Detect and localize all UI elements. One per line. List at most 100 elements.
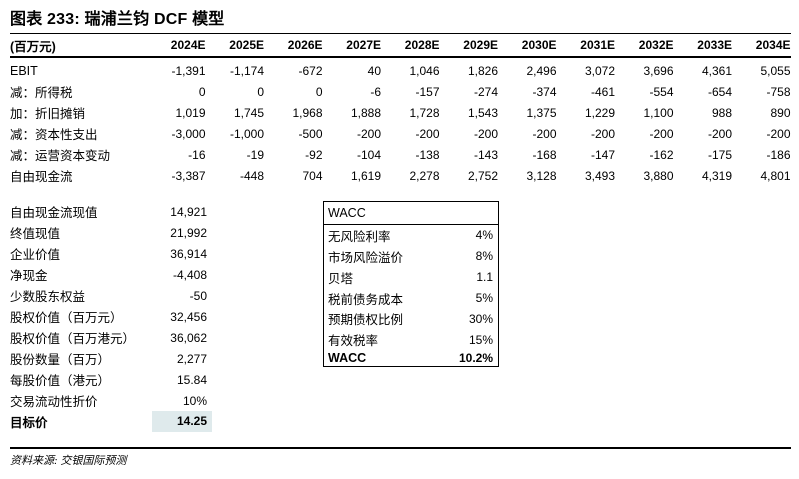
- row-label: 净现金: [10, 269, 48, 283]
- cell: -3,000: [171, 126, 206, 141]
- row-label: WACC: [328, 351, 367, 366]
- value: -4,408: [172, 267, 207, 282]
- target-price-highlight: 14.25: [152, 411, 212, 432]
- cell: -138: [415, 147, 440, 162]
- value: 1.1: [476, 270, 493, 285]
- cell: -200: [356, 126, 381, 141]
- wacc-box: WACC 无风险利率 4% 市场风险溢价 8% 贝塔 1.1 税前债务成本 5%…: [323, 201, 499, 367]
- cell: -3,387: [171, 168, 206, 183]
- value: 2,277: [176, 351, 207, 366]
- year-header: 2027E: [346, 38, 381, 52]
- cell: -162: [649, 147, 674, 162]
- cell: -1,174: [229, 63, 264, 78]
- cell: -274: [473, 84, 498, 99]
- valuation-row-share-count: 股份数量（百万） 2,277: [10, 348, 212, 369]
- cell: -554: [649, 84, 674, 99]
- dcf-table: (百万元) 2024E 2025E 2026E 2027E 2028E 2029…: [10, 33, 791, 186]
- row-label: 自由现金流现值: [10, 206, 98, 220]
- value: 10.2%: [458, 351, 493, 366]
- row-label: 交易流动性折价: [10, 395, 98, 409]
- row-label: 股权价值（百万港元）: [10, 332, 136, 346]
- cell: -374: [532, 84, 557, 99]
- wacc-row-pretax-cost-of-debt: 税前债务成本 5%: [324, 288, 498, 309]
- cell: -143: [473, 147, 498, 162]
- valuation-row-equity-value-rmb: 股权价值（百万元） 32,456: [10, 306, 212, 327]
- year-header: 2025E: [229, 38, 264, 52]
- row-label: EBIT: [10, 63, 38, 78]
- cell: 3,696: [643, 63, 674, 78]
- cell: -1,391: [171, 63, 206, 78]
- cell: 1,046: [409, 63, 440, 78]
- cell: 704: [302, 168, 323, 183]
- cell: -200: [473, 126, 498, 141]
- cell: 1,543: [467, 105, 498, 120]
- valuation-row-enterprise-value: 企业价值 36,914: [10, 243, 212, 264]
- cell: 1,968: [292, 105, 323, 120]
- row-label: 减：运营资本变动: [10, 149, 111, 163]
- cell: -104: [356, 147, 381, 162]
- row-label: 无风险利率: [328, 229, 391, 244]
- cell: -6: [370, 84, 381, 99]
- table-row-depreciation: 加：折旧摊销 1,019 1,745 1,968 1,888 1,728 1,5…: [10, 102, 791, 123]
- cell: -654: [707, 84, 732, 99]
- table-row-ebit: EBIT -1,391 -1,174 -672 40 1,046 1,826 2…: [10, 60, 791, 81]
- value: 30%: [468, 311, 493, 326]
- value: 15.84: [176, 372, 207, 387]
- cell: -157: [415, 84, 440, 99]
- wacc-row-effective-tax-rate: 有效税率 15%: [324, 329, 498, 350]
- valuation-row-target-price: 目标价 14.25: [10, 411, 212, 432]
- valuation-row-equity-value-hkd: 股权价值（百万港元） 36,062: [10, 327, 212, 348]
- cell: 40: [367, 63, 381, 78]
- wacc-row-market-risk-premium: 市场风险溢价 8%: [324, 246, 498, 267]
- year-header: 2029E: [463, 38, 498, 52]
- row-label: 目标价: [10, 416, 48, 430]
- cell: 2,278: [409, 168, 440, 183]
- cell: -168: [532, 147, 557, 162]
- table-row-working-capital: 减：运营资本变动 -16 -19 -92 -104 -138 -143 -168…: [10, 144, 791, 165]
- source-note: 资料来源: 交银国际预测: [10, 455, 127, 467]
- cell: -186: [766, 147, 791, 162]
- valuation-row-pv-fcf: 自由现金流现值 14,921: [10, 201, 212, 222]
- cell: -175: [707, 147, 732, 162]
- row-label: 终值现值: [10, 227, 61, 241]
- wacc-box-header: WACC: [324, 202, 498, 225]
- row-label: 市场风险溢价: [328, 250, 404, 265]
- cell: -200: [649, 126, 674, 141]
- year-header: 2033E: [697, 38, 732, 52]
- cell: -92: [305, 147, 323, 162]
- value: 8%: [475, 249, 493, 264]
- cell: -448: [239, 168, 264, 183]
- unit-label: (百万元): [10, 39, 56, 54]
- valuation-row-liquidity-discount: 交易流动性折价 10%: [10, 390, 212, 411]
- year-header: 2031E: [580, 38, 615, 52]
- cell: 4,361: [701, 63, 732, 78]
- cell: -200: [532, 126, 557, 141]
- row-label: 每股价值（港元）: [10, 374, 111, 388]
- year-header: 2032E: [638, 38, 674, 52]
- table-row-income-tax: 减：所得税 0 0 0 -6 -157 -274 -374 -461 -554 …: [10, 81, 791, 102]
- cell: 890: [770, 105, 791, 120]
- cell: -19: [246, 147, 264, 162]
- row-label: 企业价值: [10, 248, 61, 262]
- cell: 5,055: [760, 63, 791, 78]
- value: 4%: [475, 228, 493, 243]
- valuation-row-minority-interest: 少数股东权益 -50: [10, 285, 212, 306]
- cell: -758: [766, 84, 791, 99]
- value: 14,921: [170, 204, 207, 219]
- cell: 1,100: [643, 105, 674, 120]
- wacc-row-risk-free-rate: 无风险利率 4%: [324, 225, 498, 246]
- value: 5%: [475, 291, 493, 305]
- row-label: 加：折旧摊销: [10, 107, 86, 121]
- table-row-capex: 减：资本性支出 -3,000 -1,000 -500 -200 -200 -20…: [10, 123, 791, 144]
- cell: 4,801: [760, 168, 791, 183]
- cell: 3,128: [526, 168, 557, 183]
- valuation-row-value-per-share: 每股价值（港元） 15.84: [10, 369, 212, 390]
- row-label: 少数股东权益: [10, 290, 86, 304]
- cell: -1,000: [229, 126, 264, 141]
- cell: 1,375: [526, 105, 557, 120]
- value: 10%: [182, 393, 207, 408]
- value: -50: [189, 288, 207, 303]
- row-label: 预期债权比例: [328, 313, 404, 328]
- cell: 1,019: [175, 105, 206, 120]
- value: 21,992: [170, 225, 207, 240]
